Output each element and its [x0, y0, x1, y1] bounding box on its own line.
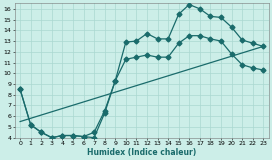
X-axis label: Humidex (Indice chaleur): Humidex (Indice chaleur) — [87, 148, 196, 156]
